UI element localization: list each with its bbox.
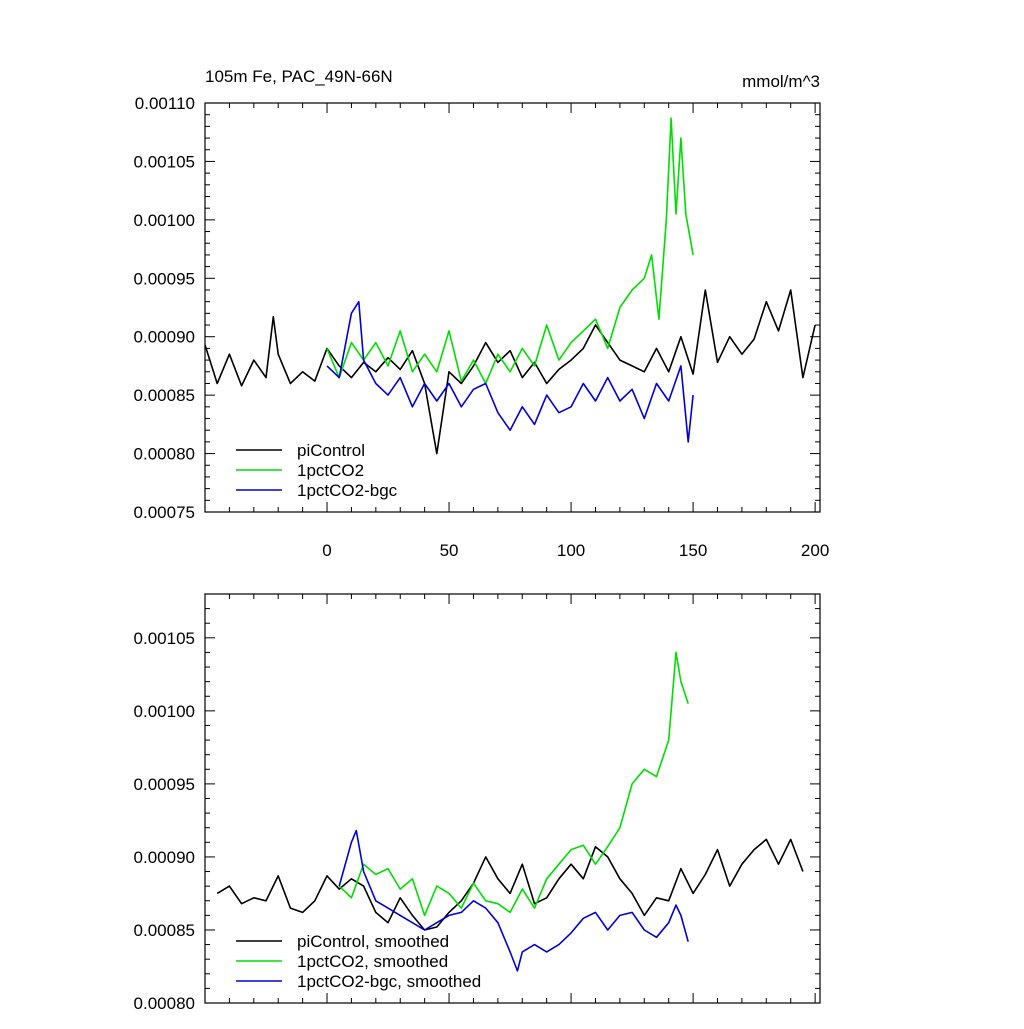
bottom-series-lines xyxy=(216,651,804,972)
bottom-series-line-0 xyxy=(216,838,804,931)
top-y-tick-label: 0.00095 xyxy=(134,269,195,288)
bottom-y-tick-label: 0.00100 xyxy=(134,702,195,721)
bottom-legend-label-0: piControl, smoothed xyxy=(297,932,449,951)
top-y-tick-label: 0.00090 xyxy=(134,328,195,347)
top-x-tick-label: 150 xyxy=(679,541,707,560)
top-y-tick-label: 0.00085 xyxy=(134,386,195,405)
bottom-legend-label-1: 1pctCO2, smoothed xyxy=(297,952,448,971)
bottom-legend-label-2: 1pctCO2-bgc, smoothed xyxy=(297,972,481,991)
bottom-series-line-1 xyxy=(338,651,689,917)
bottom-axes: 0.00080 0.00085 0.00090 0.00095 0.00100 0.001… xyxy=(134,593,821,1013)
top-legend-label-1: 1pctCO2 xyxy=(297,461,364,480)
top-legend-label-0: piControl xyxy=(297,441,365,460)
bottom-panel: 0.00080 0.00085 0.00090 0.00095 0.00100 0.001… xyxy=(134,593,821,1013)
bottom-y-tick-label: 0.00085 xyxy=(134,921,195,940)
bottom-y-tick-label: 0.00095 xyxy=(134,775,195,794)
top-series-line-1 xyxy=(326,117,694,385)
top-y-tick-label: 0.00080 xyxy=(134,445,195,464)
bottom-y-tick-label: 0.00090 xyxy=(134,848,195,867)
top-y-tick-label: 0.00075 xyxy=(134,503,195,522)
top-x-tick-label: 50 xyxy=(440,541,459,560)
top-legend-label-2: 1pctCO2-bgc xyxy=(297,481,398,500)
top-chart-title: 105m Fe, PAC_49N-66N xyxy=(205,67,393,86)
top-series-line-0 xyxy=(204,289,816,455)
top-y-tick-label: 0.00110 xyxy=(135,94,195,113)
top-x-tick-label: 100 xyxy=(557,541,585,560)
bottom-y-tick-label: 0.00105 xyxy=(134,629,195,648)
top-y-tick-label: 0.00100 xyxy=(134,211,195,230)
top-panel: 105m Fe, PAC_49N-66N mmol/m^3 0.000750.0… xyxy=(134,67,830,560)
top-chart-units: mmol/m^3 xyxy=(742,72,820,91)
top-x-tick-label: 0 xyxy=(322,541,331,560)
top-axes: 0.00075 0.00080 0.00085 0.00090 0.00095 0.001… xyxy=(134,94,830,560)
top-y-tick-label: 0.00105 xyxy=(134,152,195,171)
top-plot-frame xyxy=(204,102,821,513)
bottom-series-line-2 xyxy=(338,829,689,972)
bottom-y-tick-label: 0.00080 xyxy=(134,994,195,1013)
top-series-line-2 xyxy=(326,300,694,443)
top-series-lines xyxy=(204,117,816,455)
top-x-tick-label: 200 xyxy=(801,541,829,560)
